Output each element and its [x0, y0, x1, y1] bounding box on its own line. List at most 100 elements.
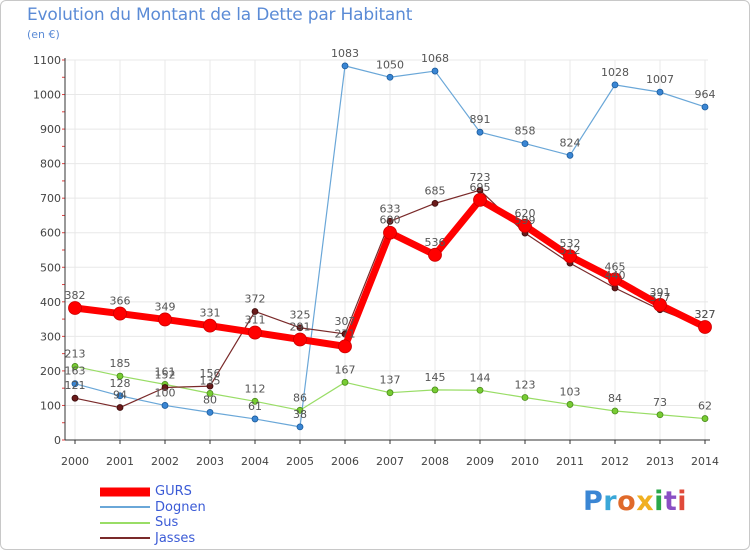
- y-tick-label: 800: [40, 158, 61, 171]
- data-label-jasses: 512: [560, 244, 581, 257]
- data-point-gurs: [518, 218, 532, 233]
- data-label-dognen: 1050: [376, 58, 404, 71]
- data-label-jasses: 94: [113, 389, 127, 402]
- y-tick-label: 200: [40, 365, 61, 378]
- data-label-gurs: 620: [515, 207, 536, 220]
- y-tick-label: 600: [40, 227, 61, 240]
- data-point-gurs: [608, 272, 622, 287]
- data-label-sus: 123: [515, 379, 536, 392]
- x-tick-label: 2001: [106, 455, 134, 468]
- data-label-jasses: 633: [380, 202, 401, 215]
- data-label-jasses: 121: [65, 379, 86, 392]
- data-label-dognen: 128: [110, 377, 131, 390]
- y-tick-label: 500: [40, 261, 61, 274]
- data-label-jasses: 156: [200, 367, 221, 380]
- data-point-gurs: [383, 225, 397, 240]
- logo-letter: o: [617, 486, 637, 517]
- data-point-gurs: [563, 249, 577, 264]
- data-point-gurs: [293, 332, 307, 347]
- x-tick-label: 2009: [466, 455, 494, 468]
- data-point-gurs: [698, 320, 712, 334]
- data-point-dognen: [296, 423, 304, 431]
- data-label-sus: 62: [698, 400, 712, 413]
- data-label-gurs: 331: [200, 307, 221, 320]
- data-label-sus: 145: [425, 371, 446, 384]
- data-label-dognen: 163: [65, 365, 86, 378]
- data-point-gurs: [158, 312, 172, 327]
- data-label-dognen: 38: [293, 408, 307, 421]
- data-point-jasses: [386, 217, 394, 225]
- data-point-dognen: [521, 140, 529, 148]
- data-point-jasses: [296, 324, 304, 332]
- data-point-dognen: [431, 67, 439, 75]
- data-point-dognen: [116, 392, 124, 400]
- x-tick-label: 2013: [646, 455, 674, 468]
- data-label-jasses: 599: [515, 214, 536, 227]
- data-label-jasses: 685: [425, 184, 446, 197]
- data-point-gurs: [113, 306, 127, 321]
- x-tick-label: 2011: [556, 455, 584, 468]
- data-point-dognen: [476, 128, 484, 136]
- data-point-dognen: [251, 415, 259, 423]
- y-tick-label: 400: [40, 296, 61, 309]
- data-point-dognen: [161, 402, 169, 409]
- data-label-dognen: 1083: [331, 47, 359, 60]
- logo-letter: t: [663, 486, 678, 517]
- legend-label-jasses: Jasses: [155, 530, 196, 546]
- legend-swatch-sus: [100, 521, 150, 524]
- data-label-sus: 73: [653, 396, 667, 409]
- data-label-gurs: 382: [65, 289, 86, 302]
- data-point-gurs: [248, 325, 262, 340]
- data-label-jasses: 372: [245, 292, 266, 305]
- logo-letter: r: [603, 486, 618, 517]
- data-label-gurs: 311: [245, 314, 266, 327]
- data-label-sus: 103: [560, 385, 581, 398]
- legend-label-dognen: Dognen: [155, 499, 206, 515]
- data-point-jasses: [116, 404, 124, 411]
- data-label-gurs: 327: [695, 308, 716, 321]
- data-label-gurs: 536: [425, 236, 446, 249]
- data-point-jasses: [251, 308, 259, 315]
- data-point-jasses: [431, 199, 439, 207]
- data-label-sus: 137: [380, 374, 401, 387]
- y-tick-label: 700: [40, 192, 61, 205]
- data-point-dognen: [656, 88, 664, 96]
- x-tick-label: 2004: [241, 455, 269, 468]
- chart-title: Evolution du Montant de la Dette par Hab…: [27, 5, 413, 25]
- data-label-gurs: 291: [290, 320, 311, 333]
- data-label-dognen: 1007: [646, 73, 674, 86]
- data-label-gurs: 366: [110, 295, 131, 308]
- y-tick-label: 100: [40, 399, 61, 412]
- data-label-jasses: 307: [335, 315, 356, 328]
- data-label-gurs: 271: [335, 327, 356, 340]
- logo-letter: x: [636, 486, 655, 517]
- data-label-sus: 213: [65, 347, 86, 360]
- data-point-dognen: [566, 151, 574, 159]
- data-point-sus: [656, 411, 664, 419]
- data-label-sus: 161: [155, 365, 176, 378]
- legend-swatch-jasses: [100, 537, 150, 540]
- data-label-dognen: 891: [470, 113, 491, 126]
- data-point-gurs: [653, 298, 667, 312]
- data-label-jasses: 440: [605, 269, 626, 282]
- y-tick-label: 300: [40, 330, 61, 343]
- logo-letter: i: [677, 486, 688, 517]
- x-tick-label: 2000: [61, 455, 89, 468]
- data-label-jasses: 377: [650, 291, 671, 304]
- data-point-sus: [71, 363, 79, 370]
- data-label-gurs: 532: [560, 237, 581, 250]
- data-point-sus: [566, 401, 574, 408]
- data-point-sus: [431, 386, 439, 394]
- y-tick-label: 0: [54, 434, 61, 447]
- x-tick-label: 2007: [376, 455, 404, 468]
- data-label-sus: 135: [200, 374, 221, 387]
- data-point-sus: [116, 372, 124, 380]
- data-label-sus: 167: [335, 363, 356, 376]
- data-label-jasses: 327: [695, 308, 716, 321]
- logo-letter: i: [654, 486, 664, 517]
- data-point-dognen: [386, 73, 394, 81]
- x-tick-label: 2012: [601, 455, 629, 468]
- legend-swatch-dognen: [100, 506, 150, 509]
- data-label-sus: 185: [110, 357, 131, 370]
